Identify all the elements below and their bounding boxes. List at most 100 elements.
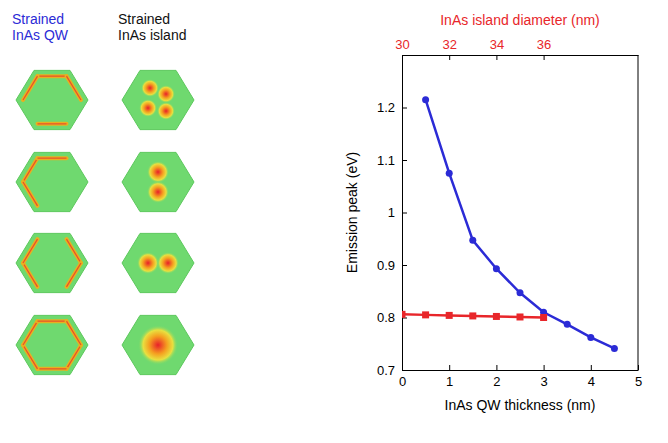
hexagon (122, 152, 194, 211)
tick-mark (544, 365, 545, 370)
data-point (517, 313, 524, 320)
label-line: InAs island (118, 27, 186, 43)
tick: 1.2 (377, 100, 407, 115)
wavefunction (38, 158, 67, 159)
wavefunction (38, 122, 67, 126)
data-point (402, 311, 406, 318)
wavefunction (38, 367, 67, 371)
tick-mark (496, 55, 497, 60)
tick-label: 0 (399, 374, 406, 389)
series-line (426, 100, 615, 349)
tick: 4 (588, 365, 595, 389)
axis-line (403, 55, 639, 56)
tick: 3 (540, 365, 547, 389)
axis-line (403, 370, 639, 371)
label-line: Strained (118, 11, 170, 27)
data-point (587, 334, 594, 341)
wavefunction (67, 76, 82, 100)
wavefunction (67, 263, 82, 287)
wavefunction (38, 156, 67, 160)
y-axis-title: Emission peak (eV) (344, 152, 360, 273)
wavefunction (67, 345, 82, 369)
wavefunction (157, 102, 175, 120)
wavefunction (23, 182, 38, 206)
wavefunction (141, 79, 159, 97)
wavefunction (67, 321, 82, 345)
tick-label: 0.8 (377, 310, 395, 325)
tick: 2 (493, 365, 500, 389)
tick-mark (449, 365, 450, 370)
wavefunction (138, 325, 178, 365)
data-point (564, 321, 571, 328)
tick: 32 (442, 37, 456, 60)
wavefunction (23, 76, 38, 100)
wavefunction (157, 252, 179, 274)
tick-label: 32 (442, 37, 456, 52)
data-point (422, 311, 429, 318)
wavefunction (147, 181, 169, 203)
data-point (517, 289, 524, 296)
y-axis: 0.70.80.911.11.2 (377, 56, 407, 378)
tick-mark (402, 370, 407, 371)
data-point (446, 170, 453, 177)
tick-label: 2 (493, 374, 500, 389)
wavefunction (157, 85, 175, 103)
wavefunction (67, 345, 82, 369)
wavefunction (23, 158, 38, 182)
wavefunction (38, 74, 67, 78)
data-point (611, 345, 618, 352)
x-axis: 012345 (399, 365, 642, 389)
wavefunction (23, 321, 38, 345)
hexagon (16, 70, 88, 129)
wavefunction (23, 263, 38, 287)
data-point (469, 237, 476, 244)
data-point (493, 265, 500, 272)
tick: 36 (537, 37, 551, 60)
tick-label: 3 (540, 374, 547, 389)
wavefunction (139, 99, 157, 117)
wavefunction (23, 321, 38, 345)
tick-label: 0.9 (377, 258, 395, 273)
panel-label: StrainedInAs QW (12, 11, 69, 43)
x-axis-title: InAs QW thickness (nm) (445, 397, 596, 413)
tick-mark (449, 55, 450, 60)
wavefunction (23, 158, 38, 182)
wavefunction (38, 123, 67, 124)
tick-label: 1 (388, 205, 395, 220)
data-point (540, 314, 547, 321)
tick-label: 1.2 (377, 100, 395, 115)
tick-mark (402, 213, 407, 214)
tick-label: 1.1 (377, 153, 395, 168)
wavefunction (23, 182, 38, 206)
wavefunction (38, 76, 67, 77)
tick-mark (402, 108, 407, 109)
tick-label: 34 (490, 37, 504, 52)
wavefunction (137, 252, 159, 274)
hexagon (122, 315, 194, 374)
tick-label: 4 (588, 374, 595, 389)
illustrations: StrainedInAs QWStrainedInAs island (12, 11, 194, 375)
hexagon (16, 152, 88, 211)
panel-label: StrainedInAs island (118, 11, 186, 43)
label-line: InAs QW (12, 27, 69, 43)
tick-mark (591, 365, 592, 370)
tick: 34 (490, 37, 504, 60)
plot-area (402, 96, 618, 352)
tick-mark (402, 265, 407, 266)
wavefunction (67, 239, 82, 263)
hexagon (122, 70, 194, 129)
wavefunction (23, 345, 38, 369)
tick-label: 36 (537, 37, 551, 52)
hexagon (122, 233, 194, 292)
tick: 1 (388, 205, 407, 220)
frame-right (638, 55, 639, 370)
wavefunction (23, 263, 38, 287)
wavefunction (23, 239, 38, 263)
tick: 0.8 (377, 310, 407, 325)
wavefunction (38, 319, 67, 323)
hexagon (16, 233, 88, 292)
tick-label: 30 (395, 37, 409, 52)
data-point (446, 312, 453, 319)
wavefunction (147, 161, 169, 183)
tick: 1 (446, 365, 453, 389)
